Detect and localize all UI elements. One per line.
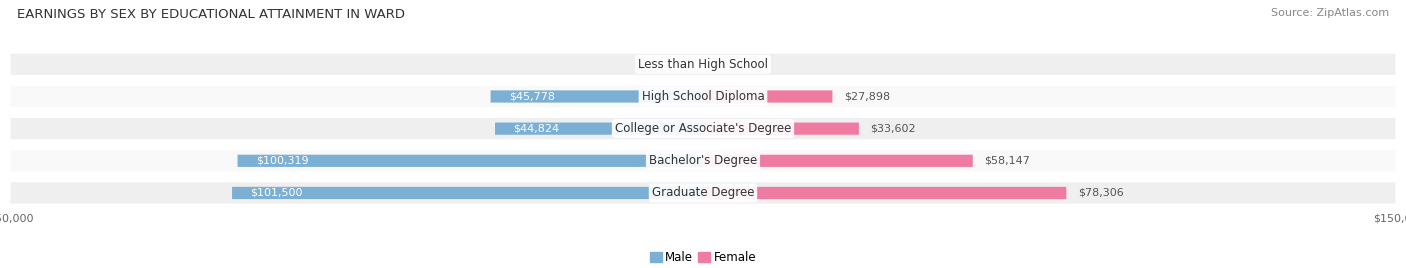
- FancyBboxPatch shape: [703, 187, 1066, 199]
- Text: $100,319: $100,319: [256, 156, 309, 166]
- FancyBboxPatch shape: [703, 90, 832, 103]
- FancyBboxPatch shape: [703, 122, 859, 135]
- FancyBboxPatch shape: [10, 182, 1396, 204]
- Text: Graduate Degree: Graduate Degree: [652, 187, 754, 199]
- FancyBboxPatch shape: [10, 86, 1396, 107]
- Text: $78,306: $78,306: [1078, 188, 1123, 198]
- Text: EARNINGS BY SEX BY EDUCATIONAL ATTAINMENT IN WARD: EARNINGS BY SEX BY EDUCATIONAL ATTAINMEN…: [17, 8, 405, 21]
- Text: $0: $0: [714, 59, 728, 69]
- Text: $44,824: $44,824: [513, 124, 560, 134]
- FancyBboxPatch shape: [238, 155, 703, 167]
- Text: College or Associate's Degree: College or Associate's Degree: [614, 122, 792, 135]
- FancyBboxPatch shape: [703, 155, 973, 167]
- Text: Bachelor's Degree: Bachelor's Degree: [650, 154, 756, 167]
- Text: $0: $0: [678, 59, 692, 69]
- FancyBboxPatch shape: [495, 122, 703, 135]
- FancyBboxPatch shape: [232, 187, 703, 199]
- Text: Source: ZipAtlas.com: Source: ZipAtlas.com: [1271, 8, 1389, 18]
- Text: High School Diploma: High School Diploma: [641, 90, 765, 103]
- Legend: Male, Female: Male, Female: [650, 251, 756, 264]
- FancyBboxPatch shape: [10, 54, 1396, 75]
- FancyBboxPatch shape: [491, 90, 703, 103]
- Text: Less than High School: Less than High School: [638, 58, 768, 71]
- FancyBboxPatch shape: [10, 150, 1396, 172]
- FancyBboxPatch shape: [10, 118, 1396, 139]
- Text: $45,778: $45,778: [509, 91, 555, 102]
- Text: $33,602: $33,602: [870, 124, 917, 134]
- Text: $27,898: $27,898: [844, 91, 890, 102]
- Text: $101,500: $101,500: [250, 188, 304, 198]
- Text: $58,147: $58,147: [984, 156, 1031, 166]
